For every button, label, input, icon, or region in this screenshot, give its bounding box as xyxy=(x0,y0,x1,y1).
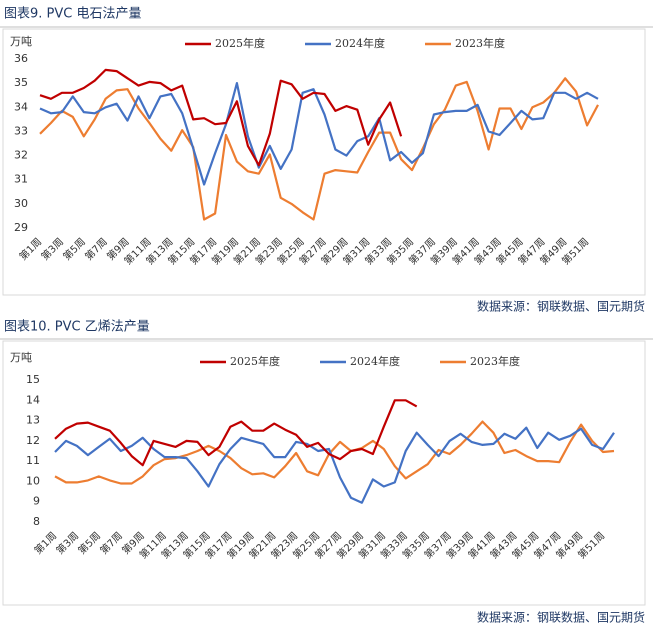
y-tick-label: 11 xyxy=(26,454,40,467)
y-tick-label: 32 xyxy=(14,149,28,162)
y-tick-label: 9 xyxy=(33,495,40,508)
series-line xyxy=(54,420,615,485)
legend-label: 2024年度 xyxy=(350,354,400,368)
y-tick-label: 14 xyxy=(26,393,40,406)
y-tick-label: 10 xyxy=(26,474,40,487)
series-line xyxy=(54,426,615,504)
series-line xyxy=(39,68,403,167)
legend-label: 2023年度 xyxy=(455,36,505,50)
series-line xyxy=(54,399,418,467)
y-tick-label: 34 xyxy=(14,100,28,113)
y-unit-label: 万吨 xyxy=(10,351,32,364)
y-unit-label: 万吨 xyxy=(10,35,32,48)
y-tick-label: 13 xyxy=(26,414,40,427)
y-tick-label: 33 xyxy=(14,124,28,137)
y-tick-label: 35 xyxy=(14,76,28,89)
y-tick-label: 29 xyxy=(14,221,28,234)
y-tick-label: 15 xyxy=(26,373,40,386)
legend-label: 2025年度 xyxy=(215,36,265,50)
chart-frame xyxy=(2,28,646,296)
series-line xyxy=(39,82,599,186)
figure-caption: 图表10. PVC 乙烯法产量 xyxy=(4,320,150,335)
source-note: 数据来源：钢联数据、国元期货 xyxy=(477,299,645,314)
legend-label: 2024年度 xyxy=(335,36,385,50)
y-tick-label: 8 xyxy=(33,515,40,528)
figure-caption: 图表9. PVC 电石法产量 xyxy=(4,7,141,22)
series-line xyxy=(39,77,599,221)
legend-label: 2025年度 xyxy=(230,354,280,368)
y-tick-label: 30 xyxy=(14,197,28,210)
legend-label: 2023年度 xyxy=(470,354,520,368)
y-tick-label: 36 xyxy=(14,52,28,65)
y-tick-label: 31 xyxy=(14,173,28,186)
source-note: 数据来源：钢联数据、国元期货 xyxy=(477,610,645,625)
y-tick-label: 12 xyxy=(26,434,40,447)
chart-frame xyxy=(2,340,646,606)
